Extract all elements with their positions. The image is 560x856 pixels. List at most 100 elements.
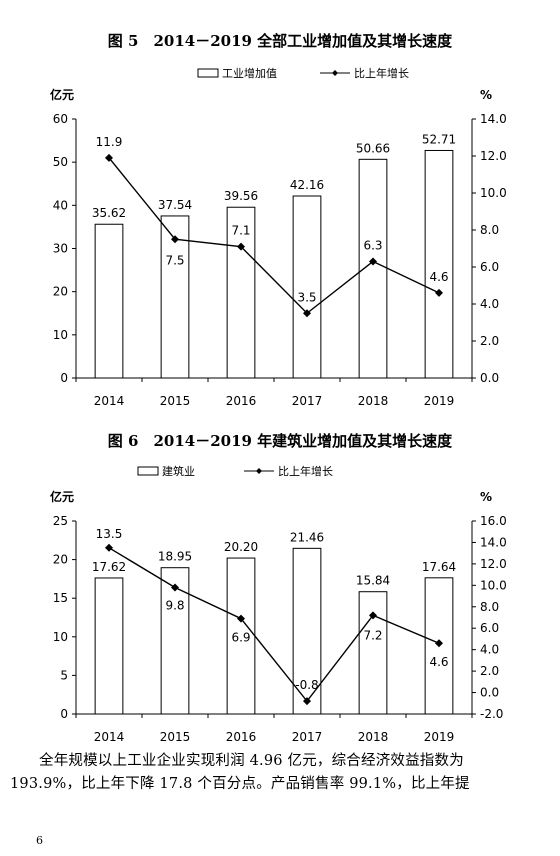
chart2-bar-value-label: 18.95 <box>158 550 192 564</box>
chart2-growth-point <box>105 543 113 552</box>
chart2-growth-label: 4.6 <box>429 655 448 669</box>
chart1-bar-value-label: 52.71 <box>422 132 456 146</box>
chart2-y2-tick-label: 2.0 <box>480 664 499 678</box>
chart1-bar-value-label: 37.54 <box>158 198 192 212</box>
chart2-y2-tick-label: 6.0 <box>480 621 499 635</box>
chart1-y-tick-label: 0 <box>60 371 68 385</box>
chart1-y-axis-unit: 亿元 <box>50 87 74 102</box>
chart1-growth-label: 11.9 <box>96 135 123 149</box>
chart2-growth-label: 6.9 <box>231 631 250 645</box>
chart1-y2-axis-unit: % <box>480 88 492 102</box>
chart2-legend-line-marker <box>256 468 262 474</box>
chart2-x-tick-label: 2016 <box>226 730 257 744</box>
chart1-growth-line <box>108 157 440 315</box>
chart1-y-tick-label: 30 <box>53 242 68 256</box>
chart2-y-axis-unit: 亿元 <box>50 489 74 504</box>
chart2-legend-line-label: 比上年增长 <box>278 464 333 478</box>
chart1-x-tick-label: 2014 <box>94 394 125 408</box>
chart2-bar-value-label: 17.62 <box>92 560 126 574</box>
chart2-growth-label: 13.5 <box>96 527 123 541</box>
chart2-y2-tick-label: 12.0 <box>480 557 507 571</box>
chart2-y-tick-label: 20 <box>53 553 68 567</box>
chart1-y2-tick-label: 14.0 <box>480 112 507 126</box>
chart1-title: 图 5 2014－2019 全部工业增加值及其增长速度 <box>107 32 453 50</box>
chart1-x-tick-label: 2016 <box>226 394 257 408</box>
paragraph-line-1: 全年规模以上工业企业实现利润 4.96 亿元，综合经济效益指数为 <box>39 753 464 769</box>
chart1-x-tick-label: 2019 <box>424 394 455 408</box>
chart2-bar-value-label: 15.84 <box>356 574 390 588</box>
chart2-y-tick-label: 0 <box>60 707 68 721</box>
chart1-growth-point <box>369 257 377 266</box>
chart2-y2-tick-label: 14.0 <box>480 535 507 549</box>
chart1-growth-label: 6.3 <box>363 238 382 252</box>
chart1-y-tick-label: 10 <box>53 328 68 342</box>
chart2-bar-value-label: 21.46 <box>290 530 324 544</box>
chart2-x-tick-label: 2019 <box>424 730 455 744</box>
chart2-x-tick-label: 2015 <box>160 730 191 744</box>
body-paragraph: 全年规模以上工业企业实现利润 4.96 亿元，综合经济效益指数为 193.9%，… <box>10 750 552 796</box>
chart1-growth-point <box>105 153 113 162</box>
chart2-legend-bar-label: 建筑业 <box>162 464 195 478</box>
chart2-bar <box>94 577 124 715</box>
page-number: 6 <box>36 834 43 847</box>
chart2-bar-value-label: 20.20 <box>224 540 258 554</box>
chart2-growth-point <box>369 611 377 620</box>
chart1-bar <box>358 158 388 379</box>
chart2-growth-point <box>435 639 443 648</box>
chart2-legend-bar-swatch <box>137 466 159 476</box>
chart2-y-tick-label: 15 <box>53 591 68 605</box>
chart1-y-tick-label: 60 <box>53 112 68 126</box>
chart1-y-tick-label: 40 <box>53 198 68 212</box>
chart2-bar <box>226 557 256 715</box>
chart1-x-tick-label: 2017 <box>292 394 323 408</box>
chart1-y2-tick-label: 8.0 <box>480 223 499 237</box>
chart1-growth-label: 4.6 <box>429 270 448 284</box>
chart1-y2-tick-label: 10.0 <box>480 186 507 200</box>
chart2-growth-label: 9.8 <box>165 598 184 612</box>
chart1-growth-point <box>435 288 443 297</box>
chart1-bar-value-label: 42.16 <box>290 178 324 192</box>
chart1-legend-bar-swatch <box>197 68 219 78</box>
chart2-x-tick-label: 2017 <box>292 730 323 744</box>
chart2-growth-line <box>108 547 440 703</box>
paragraph-line-2: 193.9%，比上年下降 17.8 个百分点。产品销售率 99.1%，比上年提 <box>10 776 470 792</box>
chart2-growth-point <box>303 697 311 706</box>
chart2-growth-point <box>171 583 179 592</box>
chart2-y2-tick-label: 0.0 <box>480 686 499 700</box>
chart1-bar <box>94 223 124 379</box>
chart2-y2-axis-unit: % <box>480 490 492 504</box>
chart1-growth-label: 7.5 <box>165 253 184 267</box>
chart2-y2-tick-label: 4.0 <box>480 643 499 657</box>
chart1-y-tick-label: 50 <box>53 155 68 169</box>
chart1-legend-line-marker <box>332 70 338 76</box>
chart1-y2-tick-label: 4.0 <box>480 297 499 311</box>
chart1-x-tick-label: 2015 <box>160 394 191 408</box>
chart1-growth-point <box>303 309 311 318</box>
chart1-bar <box>292 195 322 379</box>
chart2-y2-tick-label: 10.0 <box>480 578 507 592</box>
chart1-growth-label: 3.5 <box>297 290 316 304</box>
chart1-y2-tick-label: 0.0 <box>480 371 499 385</box>
chart1-growth-label: 7.1 <box>231 224 250 238</box>
chart2-y-tick-label: 10 <box>53 630 68 644</box>
chart1-x-tick-label: 2018 <box>358 394 389 408</box>
chart2-y-tick-label: 5 <box>60 668 68 682</box>
chart1-growth-point <box>237 242 245 251</box>
chart2-bar-value-label: 17.64 <box>422 560 456 574</box>
chart1-legend-bar-label: 工业增加值 <box>222 66 277 80</box>
chart1-y2-tick-label: 12.0 <box>480 149 507 163</box>
chart1-bar <box>226 206 256 379</box>
chart1-y2-tick-label: 2.0 <box>480 334 499 348</box>
chart2-title: 图 6 2014－2019 年建筑业增加值及其增长速度 <box>107 432 453 450</box>
chart1-growth-point <box>171 235 179 244</box>
chart2-growth-label: 7.2 <box>363 628 382 642</box>
chart2-y-tick-label: 25 <box>53 514 68 528</box>
chart1-y2-tick-label: 6.0 <box>480 260 499 274</box>
chart1-y-tick-label: 20 <box>53 285 68 299</box>
chart1-legend-line-label: 比上年增长 <box>354 66 409 80</box>
chart1-bar-value-label: 39.56 <box>224 189 258 203</box>
chart2-growth-point <box>237 614 245 623</box>
chart2-x-tick-label: 2018 <box>358 730 389 744</box>
